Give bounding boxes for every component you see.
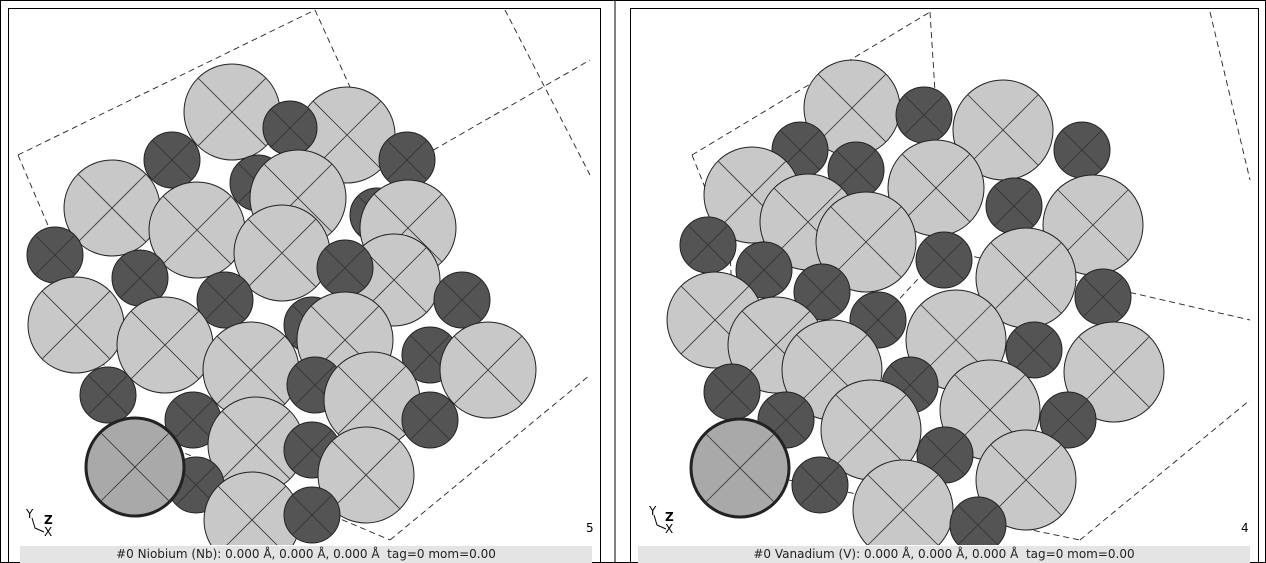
axis-label: Y — [648, 504, 657, 518]
status-text: #0 Vanadium (V): 0.000 Å, 0.000 Å, 0.000… — [753, 546, 1134, 561]
axis-label: X — [665, 522, 673, 536]
frame-number: 4 — [1241, 521, 1249, 535]
axis-label: X — [44, 525, 52, 539]
screenshot: #0 Niobium (Nb): 0.000 Å, 0.000 Å, 0.000… — [0, 0, 1266, 563]
status-text: #0 Niobium (Nb): 0.000 Å, 0.000 Å, 0.000… — [116, 546, 496, 561]
frame-number: 5 — [586, 521, 594, 535]
